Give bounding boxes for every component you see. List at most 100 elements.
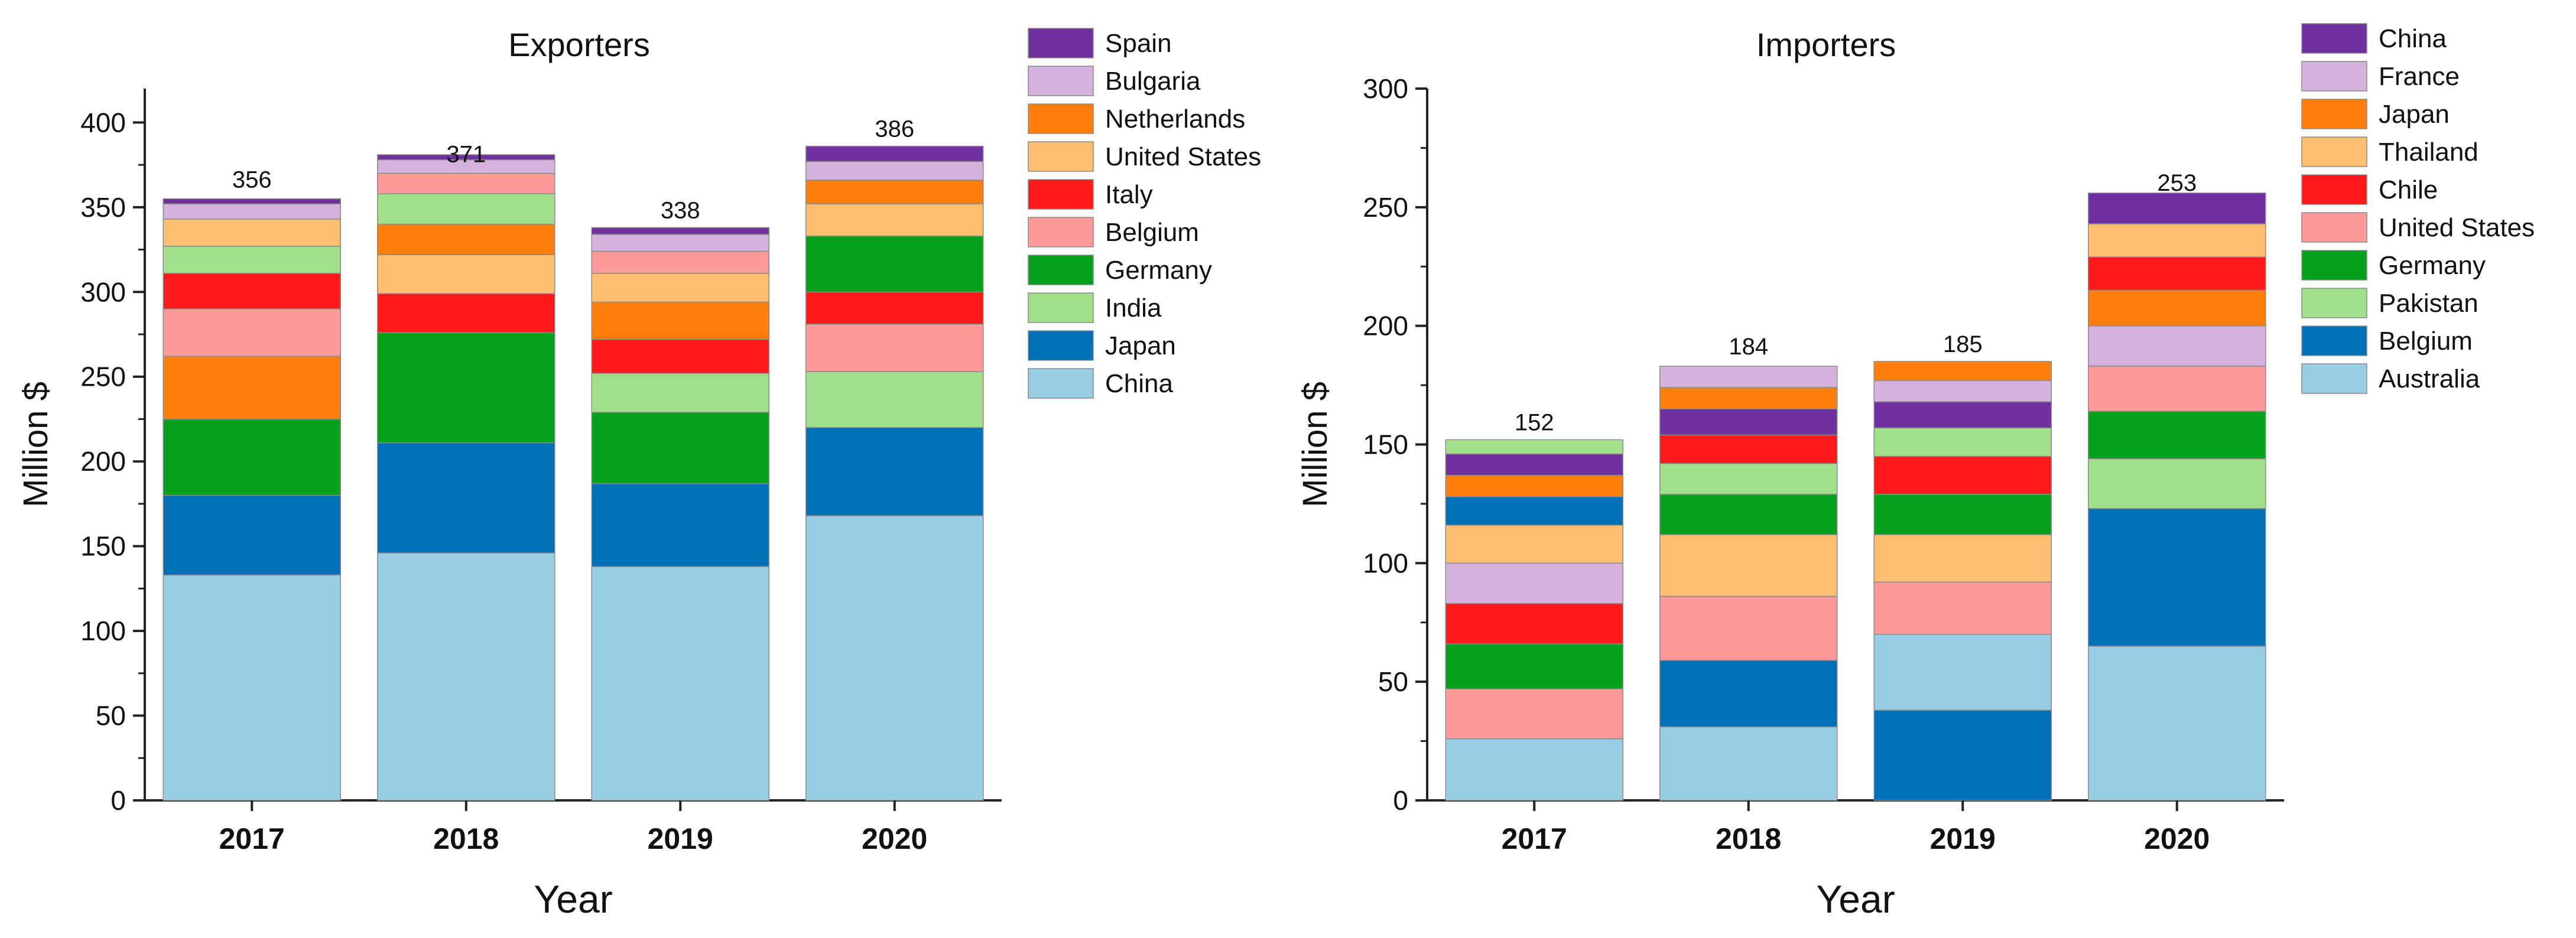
bar-segment-germany-2017 [163, 418, 341, 496]
x-tick-label: 2017 [219, 822, 285, 855]
bar-segment-netherlands-2018 [377, 223, 556, 255]
legend-swatch-china [2301, 23, 2367, 54]
bar-segment-australia-2019 [1873, 634, 2052, 711]
legend-label-spain: Spain [1105, 29, 1172, 58]
legend-swatch-japan [2301, 99, 2367, 129]
chart-title: Exporters [508, 26, 650, 63]
bar-segment-belgium-2018 [1659, 660, 1838, 728]
legend-label-italy: Italy [1105, 180, 1153, 209]
bar-total-label: 184 [1729, 334, 1768, 360]
bar-segment-united-states-2020 [2088, 366, 2266, 412]
bar-segment-bulgaria-2017 [163, 203, 341, 220]
legend-swatch-thailand [2301, 136, 2367, 167]
bar-segment-netherlands-2019 [591, 301, 769, 340]
legend-label-chile: Chile [2379, 175, 2438, 204]
bar-segment-germany-2017 [1445, 643, 1623, 689]
bar-segment-india-2020 [805, 371, 984, 428]
bar-segment-bulgaria-2020 [805, 161, 984, 181]
bar-segment-japan-2018 [1659, 387, 1838, 409]
y-tick-label: 200 [1363, 311, 1408, 341]
y-tick-label: 250 [1363, 192, 1408, 223]
x-tick-label: 2018 [1716, 822, 1781, 855]
bar-segment-china-2017 [1445, 453, 1623, 476]
legend-label-germany: Germany [1105, 256, 1212, 285]
bar-segment-australia-2018 [1659, 726, 1838, 801]
importers-chart: 0 50 100 150 200 250 300 152 2017 184 2018 185 2019 2… [1296, 23, 2535, 921]
legend-swatch-japan [1028, 330, 1094, 361]
y-tick-label: 150 [80, 531, 126, 562]
bar-segment-japan-2017 [163, 494, 341, 576]
y-tick-label: 0 [111, 785, 126, 816]
x-tick-label: 2019 [648, 822, 713, 855]
bar-segment-thailand-2019 [1873, 534, 2052, 583]
bar-segment-spain-2018 [377, 154, 556, 161]
legend-label-china: China [2379, 24, 2447, 53]
x-tick-label: 2019 [1930, 822, 1996, 855]
legend-label-china: China [1105, 369, 1173, 398]
bar-segment-united-states-2019 [1873, 581, 2052, 635]
y-tick-label: 300 [80, 276, 126, 307]
y-tick-label: 350 [80, 192, 126, 223]
legend-swatch-chile [2301, 174, 2367, 205]
y-axis-label: Million $ [17, 382, 55, 507]
bar-segment-germany-2019 [591, 412, 769, 484]
bar-segment-thailand-2018 [1659, 534, 1838, 597]
y-tick-label: 100 [80, 615, 126, 646]
y-axis-label: Million $ [1296, 382, 1334, 507]
legend-label-united-states: United States [2379, 213, 2535, 242]
legend-swatch-france [2301, 61, 2367, 92]
bar-segment-netherlands-2017 [163, 356, 341, 420]
bar-segment-france-2018 [1659, 366, 1838, 388]
legend-label-pakistan: Pakistan [2379, 289, 2478, 318]
bar-segment-pakistan-2020 [2088, 458, 2266, 509]
bar-segment-italy-2019 [591, 338, 769, 374]
exporters-chart: 0 50 100 150 200 250 300 350 400 356 2017 371 2018 33… [17, 26, 1261, 921]
bar-segment-pakistan-2019 [1873, 427, 2052, 457]
bar-segment-germany-2019 [1873, 494, 2052, 535]
legend-label-japan: Japan [2379, 100, 2450, 129]
bar-segment-thailand-2020 [2088, 223, 2266, 258]
legend-label-india: India [1105, 294, 1162, 323]
y-tick-label: 200 [80, 446, 126, 477]
bar-segment-australia-2020 [2088, 646, 2266, 801]
bar-segment-australia-2017 [1445, 738, 1623, 801]
legend-swatch-germany [1028, 255, 1094, 285]
bar-segment-china-2017 [163, 574, 341, 801]
bar-segment-pakistan-2017 [1445, 439, 1623, 455]
bar-segment-spain-2019 [591, 227, 769, 235]
bar-segment-belgium-2020 [2088, 508, 2266, 647]
bar-segment-japan-2019 [591, 483, 769, 567]
legend-swatch-bulgaria [1028, 66, 1094, 96]
bar-segment-japan-2017 [1445, 474, 1623, 497]
bar-segment-chile-2019 [1873, 455, 2052, 495]
bar-segment-germany-2018 [377, 332, 556, 444]
bar-segment-pakistan-2018 [1659, 463, 1838, 495]
bar-segment-india-2018 [377, 193, 556, 225]
bar-segment-united-states-2019 [591, 272, 769, 303]
y-tick-label: 300 [1363, 73, 1408, 104]
y-tick-label: 100 [1363, 548, 1408, 578]
x-tick-label: 2020 [862, 822, 927, 855]
x-tick-label: 2018 [433, 822, 499, 855]
bar-segment-germany-2020 [805, 235, 984, 293]
bar-segment-china-2020 [805, 515, 984, 801]
bar-segment-china-2020 [2088, 192, 2266, 224]
bar-segment-india-2017 [163, 246, 341, 274]
bar-segment-germany-2018 [1659, 494, 1838, 535]
x-axis-label: Year [534, 877, 612, 921]
legend-swatch-pakistan [2301, 288, 2367, 318]
legend-label-france: France [2379, 62, 2460, 91]
bar-segment-japan-2018 [377, 442, 556, 553]
legend-label-australia: Australia [2379, 364, 2480, 393]
bar-segment-india-2019 [591, 373, 769, 413]
legend-label-united-states: United States [1105, 142, 1261, 171]
legend-swatch-china [1028, 368, 1094, 399]
bar-segment-italy-2017 [163, 272, 341, 310]
legend-label-belgium: Belgium [1105, 218, 1199, 247]
legend-swatch-belgium [1028, 217, 1094, 247]
chart-legend: Spain Bulgaria Netherlands United States Ita… [1028, 28, 1261, 399]
bar-segment-united-states-2017 [1445, 688, 1623, 740]
legend-swatch-united-states [1028, 141, 1094, 172]
bar-total-label: 356 [232, 167, 272, 193]
